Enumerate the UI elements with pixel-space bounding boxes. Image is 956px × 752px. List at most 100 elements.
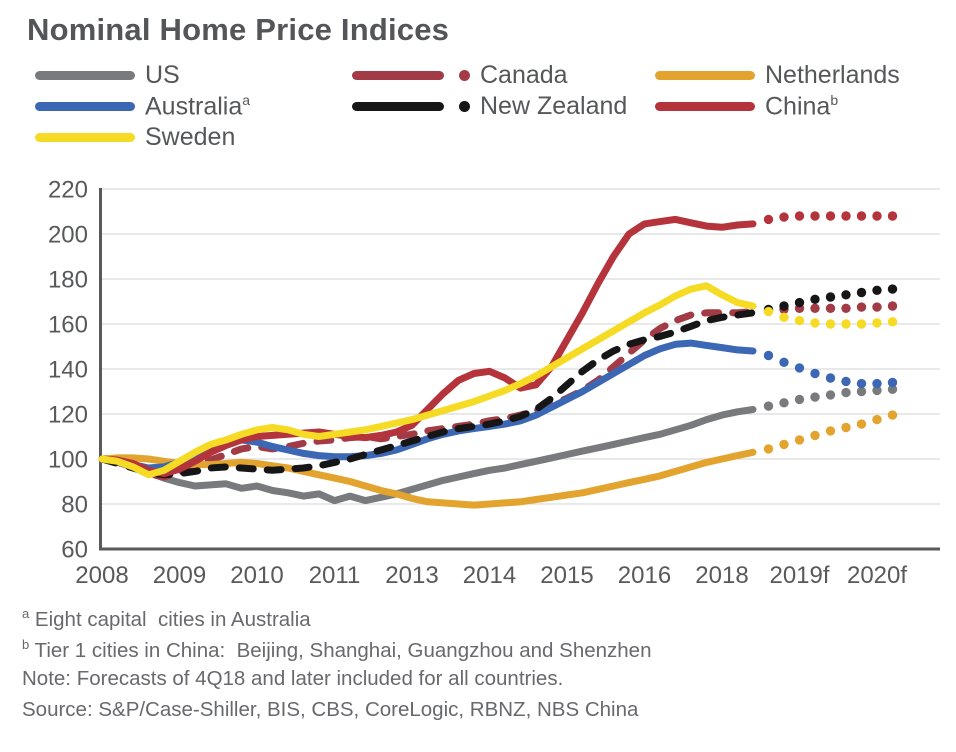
legend-label: Canada <box>480 61 568 89</box>
legend-swatch-line-icon <box>352 71 444 80</box>
series-new-zealand <box>98 284 898 479</box>
forecast-dot <box>856 386 867 397</box>
legend-column: Canada New Zealand <box>352 60 627 122</box>
forecast-dot <box>872 414 882 425</box>
forecast-dot <box>794 315 805 326</box>
forecast-dot <box>887 317 898 327</box>
forecast-dot <box>872 285 882 295</box>
x-tick-label: 2009 <box>153 562 206 589</box>
forecast-dot <box>779 357 789 367</box>
forecast-dot <box>887 284 898 294</box>
forecast-dot <box>856 378 867 389</box>
legend-swatch-line-icon <box>35 133 135 142</box>
forecast-dot <box>887 410 898 420</box>
y-tick-label: 100 <box>48 447 88 474</box>
forecast-dot <box>779 312 789 322</box>
forecast-dot <box>887 384 898 394</box>
x-tick-label: 2015 <box>540 562 593 589</box>
legend-swatch-dot-icon <box>459 101 470 112</box>
forecast-dot <box>779 301 789 311</box>
forecast-dot <box>856 319 867 329</box>
forecast-dot <box>856 302 867 312</box>
y-tick-label: 120 <box>48 402 88 429</box>
forecast-dot <box>763 214 774 225</box>
forecast-dot <box>841 376 851 387</box>
forecast-dot <box>872 211 882 221</box>
legend-item-canada: Canada <box>352 60 627 91</box>
series-line <box>98 309 757 479</box>
forecast-dot <box>887 301 898 311</box>
legend-label: Australiaa <box>145 91 251 121</box>
x-tick-label: 2018 <box>695 562 748 589</box>
chart-svg: 60 80 100 120 140 160 180 200 220 2008 2009 2010 201… <box>48 177 940 589</box>
forecast-dot <box>810 368 820 379</box>
y-tick-label: 60 <box>61 537 88 564</box>
y-tick-label: 220 <box>48 177 88 204</box>
forecast-dot <box>856 211 867 221</box>
forecast-dot <box>872 318 882 328</box>
legend-item-australia: Australiaa <box>35 91 250 122</box>
forecast-dot <box>856 287 867 298</box>
forecast-dot <box>763 401 774 411</box>
series-line <box>98 215 757 478</box>
footnotes: a Eight capital cities in Australia b Tie… <box>22 606 651 728</box>
forecast-dot <box>825 426 836 436</box>
chart-area: 60 80 100 120 140 160 180 200 220 2008 2009 2010 201… <box>48 177 940 589</box>
legend-swatch-line-icon <box>35 71 135 80</box>
forecast-dot <box>841 387 851 398</box>
legend-item-us: US <box>35 60 250 91</box>
forecast-dot <box>810 211 820 221</box>
forecast-dot <box>810 392 820 402</box>
forecast-dot <box>856 419 867 429</box>
y-tick-label: 140 <box>48 357 88 384</box>
forecast-dot <box>841 319 851 329</box>
x-tick-label: 2008 <box>75 562 128 589</box>
forecast-dot <box>779 398 789 408</box>
forecast-dot <box>841 290 851 300</box>
y-tick-label: 160 <box>48 312 88 339</box>
forecast-dot <box>779 212 789 222</box>
legend-label: US <box>145 61 180 89</box>
forecast-dot <box>825 292 836 302</box>
legend-label: Netherlands <box>765 61 900 89</box>
forecast-dot <box>794 297 805 308</box>
forecast-dot <box>779 439 789 450</box>
forecast-dot <box>810 294 820 304</box>
legend-swatch-line-icon <box>352 102 444 111</box>
footnote-line-2: b Tier 1 cities in China: Beijing, Shang… <box>22 636 652 662</box>
x-tick-label: 2019f <box>769 562 829 589</box>
x-tick-label: 2020f <box>847 562 907 589</box>
series-china <box>98 211 898 478</box>
series-sweden <box>98 282 898 479</box>
series-line <box>98 282 757 479</box>
forecast-dot <box>810 430 820 441</box>
y-tick-label: 180 <box>48 267 88 294</box>
legend-item-netherlands: Netherlands <box>655 60 900 91</box>
forecast-dot <box>825 390 836 400</box>
forecast-dot <box>794 435 805 445</box>
legend-swatch-line-icon <box>35 102 135 111</box>
legend: US Australiaa Sweden Canada New Zealand Nethe… <box>0 60 956 180</box>
x-tick-label: 2014 <box>463 562 516 589</box>
page-title: Nominal Home Price Indices <box>27 12 450 47</box>
footnote-line-1: a Eight capital cities in Australia <box>22 606 311 631</box>
forecast-dot <box>794 211 805 221</box>
x-tick-label: 2010 <box>230 562 283 589</box>
x-tick-label: 2016 <box>618 562 671 589</box>
forecast-dot <box>887 377 898 388</box>
legend-swatch-line-icon <box>655 102 755 111</box>
forecast-dot <box>887 211 898 221</box>
legend-column: US Australiaa Sweden <box>35 60 250 153</box>
forecast-dot <box>794 363 805 373</box>
legend-swatch-dot-icon <box>459 70 470 81</box>
forecast-dot <box>825 303 836 313</box>
series-us <box>98 384 898 505</box>
y-tick-label: 80 <box>61 492 88 519</box>
footnote-line-4: Source: S&P/Case-Shiller, BIS, CBS, Core… <box>22 697 639 721</box>
forecast-dot <box>763 350 774 361</box>
forecast-dot <box>810 303 820 313</box>
legend-swatch-line-icon <box>655 71 755 80</box>
legend-label: Sweden <box>145 123 236 151</box>
forecast-dot <box>794 394 805 405</box>
forecast-dot <box>872 378 882 389</box>
